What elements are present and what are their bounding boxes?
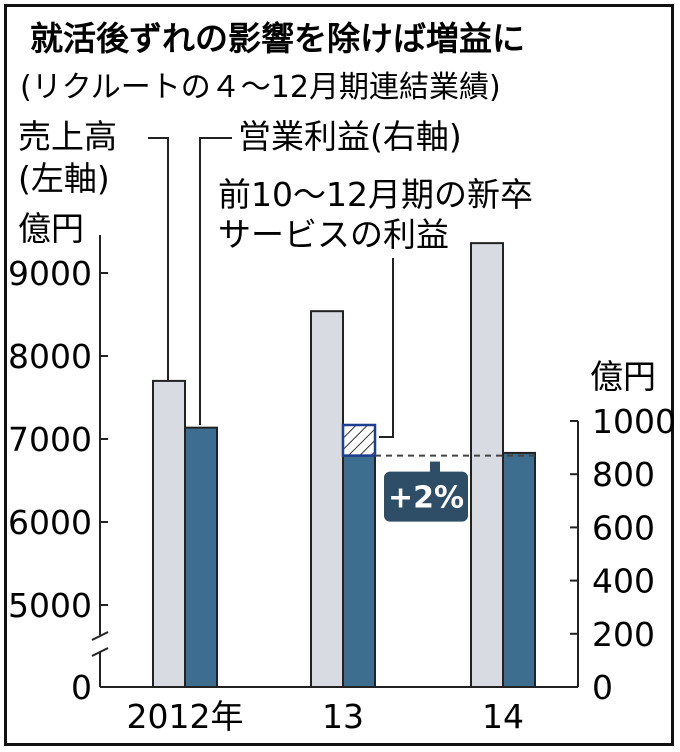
- annotation-layer: +2%: [148, 137, 535, 522]
- right-tick-label-3: 600: [592, 508, 655, 547]
- leader-annotation: [379, 258, 394, 438]
- left-tick-label-4: 8000: [8, 337, 92, 376]
- legend-sales-axis-label: (左軸): [18, 159, 110, 198]
- right-axis-unit: 億円: [590, 357, 656, 396]
- growth-badge-pointer: [430, 461, 440, 474]
- leader-sales: [148, 137, 169, 380]
- chart-subtitle: (リクルートの４～12月期連結業績): [20, 70, 501, 105]
- annotation-label-line1: 前10～12月期の新卒: [218, 175, 533, 214]
- right-tick-label-2: 400: [592, 562, 655, 601]
- right-tick-label-5: 1000: [592, 402, 676, 441]
- bar-sales-2: [470, 242, 504, 688]
- annotation-label-line2: サービスの利益: [218, 215, 449, 254]
- bar-sales-1: [310, 310, 344, 688]
- left-tick-label-3: 7000: [8, 420, 92, 459]
- legend-sales-label: 売上高: [18, 117, 117, 156]
- right-tick-label-4: 800: [592, 455, 655, 494]
- right-tick-label-1: 200: [592, 615, 655, 654]
- right-tick-label-0: 0: [592, 668, 613, 707]
- category-label-2: 14: [482, 697, 524, 736]
- axes-layer: 0 5000 6000 7000 8000 9000 0 200 400 600 800 1000 20…: [8, 235, 676, 736]
- legend-profit-label: 営業利益(右軸): [238, 117, 462, 156]
- left-tick-label-5: 9000: [8, 254, 92, 293]
- bars-layer: [152, 242, 536, 689]
- growth-badge: [384, 471, 468, 522]
- axis-break-mark-1: [91, 631, 109, 641]
- axis-break-mark-2: [91, 647, 109, 657]
- bar-profit-2: [502, 451, 536, 689]
- chart-frame: [4, 4, 674, 746]
- annotation-hatch-box: [341, 423, 377, 457]
- leader-profit: [199, 137, 232, 425]
- growth-badge-label: +2%: [388, 481, 464, 516]
- left-tick-label-1: 5000: [8, 586, 92, 625]
- bar-sales-0: [152, 379, 186, 688]
- bar-profit-0: [184, 426, 218, 688]
- chart-title: 就活後ずれの影響を除けば増益に: [30, 19, 525, 58]
- left-axis-unit: 億円: [18, 209, 84, 248]
- category-label-1: 13: [322, 697, 364, 736]
- left-tick-label-2: 6000: [8, 503, 92, 542]
- category-label-0: 2012年: [127, 697, 244, 736]
- bar-profit-1: [342, 454, 376, 688]
- left-tick-label-0: 0: [71, 668, 92, 707]
